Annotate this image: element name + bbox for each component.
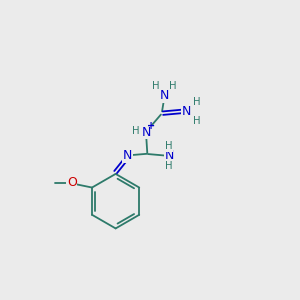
Text: N: N xyxy=(123,149,132,162)
Text: N: N xyxy=(160,89,169,102)
Text: H: H xyxy=(132,126,140,136)
Text: H: H xyxy=(193,97,200,107)
Text: N: N xyxy=(182,105,191,118)
Text: H: H xyxy=(165,141,172,151)
Text: H: H xyxy=(169,81,177,91)
Text: N: N xyxy=(164,149,174,162)
Text: O: O xyxy=(67,176,76,189)
Text: N: N xyxy=(141,126,151,139)
Text: +: + xyxy=(147,121,155,130)
Text: H: H xyxy=(165,160,172,171)
Text: H: H xyxy=(193,116,200,125)
Text: H: H xyxy=(152,81,159,91)
